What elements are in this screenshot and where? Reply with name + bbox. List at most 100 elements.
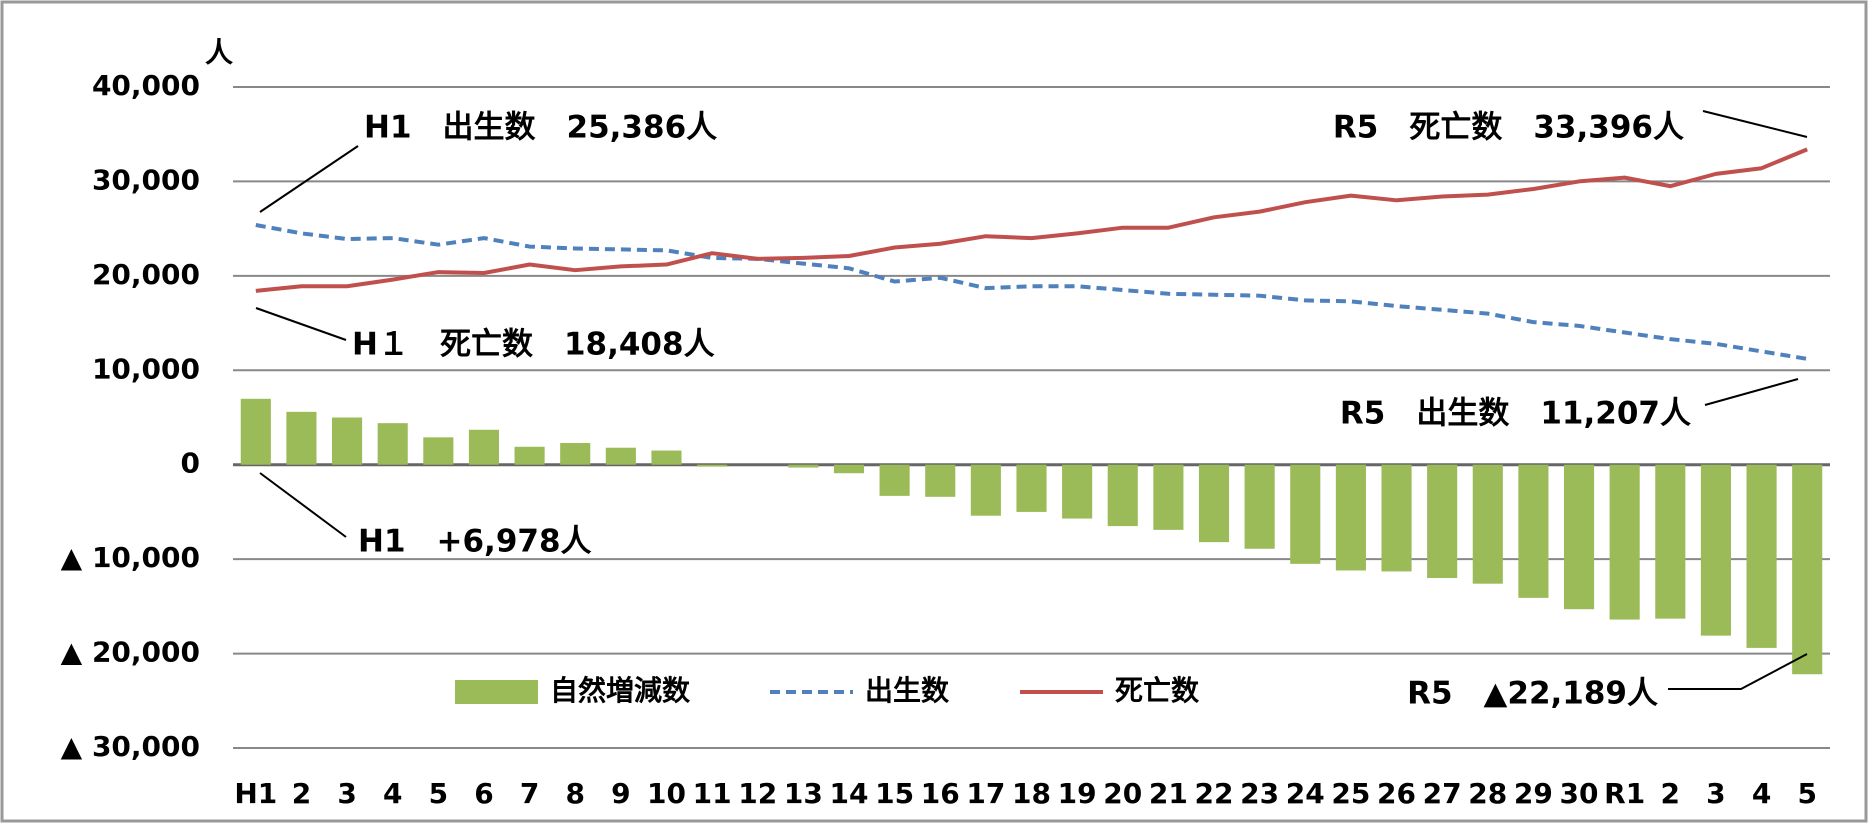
x-tick-label: 11	[693, 777, 732, 810]
x-tick-label: 24	[1286, 777, 1325, 810]
legend-background	[395, 656, 1265, 726]
bar	[1518, 464, 1549, 598]
leader-line	[259, 472, 347, 538]
bar	[970, 464, 1001, 516]
y-tick-label: 30,000	[92, 163, 200, 196]
x-tick-label: 2	[1661, 777, 1680, 810]
bar	[1792, 464, 1823, 675]
x-tick-label: 19	[1058, 777, 1097, 810]
bar	[833, 464, 865, 474]
x-tick-label: 3	[337, 777, 356, 810]
bar	[1062, 464, 1093, 519]
x-tick-label: 30	[1560, 777, 1599, 810]
x-tick-label: 16	[921, 777, 960, 810]
annotation: H１ 死亡数 18,408人	[352, 327, 715, 363]
x-tick-label: 20	[1103, 777, 1142, 810]
bar	[1016, 464, 1047, 512]
leader-line	[255, 307, 347, 341]
x-tick-label: 7	[520, 777, 539, 810]
x-tick-label: 4	[383, 777, 402, 810]
annotation: R5 死亡数 33,396人	[1333, 110, 1684, 146]
bar	[879, 464, 910, 496]
y-tick-label: 10,000	[92, 352, 200, 385]
bar	[697, 464, 728, 467]
x-tick-label: 23	[1240, 777, 1279, 810]
x-tick-label: 5	[1797, 777, 1816, 810]
x-tick-label: 8	[565, 777, 584, 810]
bar	[514, 446, 545, 465]
bar	[423, 437, 454, 465]
leader-line	[259, 145, 359, 213]
x-tick-label: 14	[830, 777, 869, 810]
leader-line	[1668, 653, 1808, 690]
bar	[925, 464, 956, 497]
y-tick-label: 0	[181, 447, 200, 480]
bar	[286, 411, 317, 465]
bar	[332, 417, 363, 465]
bar	[1746, 464, 1777, 648]
x-tick-label: 21	[1149, 777, 1188, 810]
x-tick-label: 26	[1377, 777, 1416, 810]
x-tick-label: 27	[1423, 777, 1462, 810]
bar	[651, 450, 682, 465]
y-tick-label: ▲ 30,000	[61, 730, 200, 763]
bar	[1427, 464, 1458, 579]
x-tick-label: 6	[474, 777, 493, 810]
y-tick-label: 40,000	[92, 69, 200, 102]
bar	[1244, 464, 1275, 549]
line	[255, 223, 1808, 361]
bar	[1609, 464, 1640, 620]
x-tick-label: 13	[784, 777, 823, 810]
bar	[1198, 464, 1230, 543]
x-tick-label: 28	[1468, 777, 1507, 810]
x-tick-label: 17	[966, 777, 1005, 810]
x-tick-label: H1	[234, 777, 277, 810]
grid: ▲ 30,000 ▲ 20,000 ▲ 10,000 0 10,000 20,000 30,…	[61, 69, 1830, 810]
x-tick-label: 3	[1706, 777, 1725, 810]
bar	[1335, 464, 1366, 571]
bar	[1700, 464, 1731, 636]
x-tick-label: 15	[875, 777, 914, 810]
legend-label: 自然増減数	[550, 674, 691, 707]
x-tick-label: 22	[1195, 777, 1234, 810]
x-tick-label: 2	[292, 777, 311, 810]
y-tick-label: 20,000	[92, 258, 200, 291]
bar	[468, 429, 500, 465]
x-tick-label: R1	[1604, 777, 1645, 810]
bar	[240, 398, 271, 465]
x-tick-label: 9	[611, 777, 630, 810]
bar	[1107, 464, 1138, 527]
bar	[1381, 464, 1412, 572]
bar	[605, 447, 636, 465]
x-tick-label: 12	[738, 777, 777, 810]
marks	[240, 147, 1823, 675]
legend-swatch	[455, 680, 538, 704]
unit-label: 人	[205, 36, 233, 69]
annotation: H1 出生数 25,386人	[364, 110, 717, 146]
bar	[788, 464, 819, 468]
bar	[560, 442, 591, 465]
annotation: R5 出生数 11,207人	[1340, 396, 1691, 432]
leader-line	[1704, 378, 1799, 406]
x-tick-label: 29	[1514, 777, 1553, 810]
y-tick-label: ▲ 20,000	[61, 636, 200, 669]
x-tick-label: 5	[429, 777, 448, 810]
leader-line	[1702, 110, 1808, 138]
bar	[1472, 464, 1503, 584]
bar	[1563, 464, 1595, 610]
x-tick-label: 4	[1752, 777, 1771, 810]
annotation: R5 ▲22,189人	[1407, 676, 1658, 712]
bar	[1655, 464, 1686, 619]
legend-label: 出生数	[865, 674, 950, 707]
bar	[1153, 464, 1184, 530]
legend: 自然増減数 出生数 死亡数	[395, 656, 1265, 726]
legend-label: 死亡数	[1115, 674, 1200, 707]
annotation: H1 +6,978人	[358, 524, 592, 560]
bar	[377, 423, 408, 465]
x-tick-label: 25	[1331, 777, 1370, 810]
annotations: H1 出生数 25,386人 R5 死亡数 33,396人 H１ 死亡数 18,…	[255, 110, 1808, 712]
y-tick-label: ▲ 10,000	[61, 541, 200, 574]
bar	[1290, 464, 1321, 564]
line	[255, 147, 1808, 293]
